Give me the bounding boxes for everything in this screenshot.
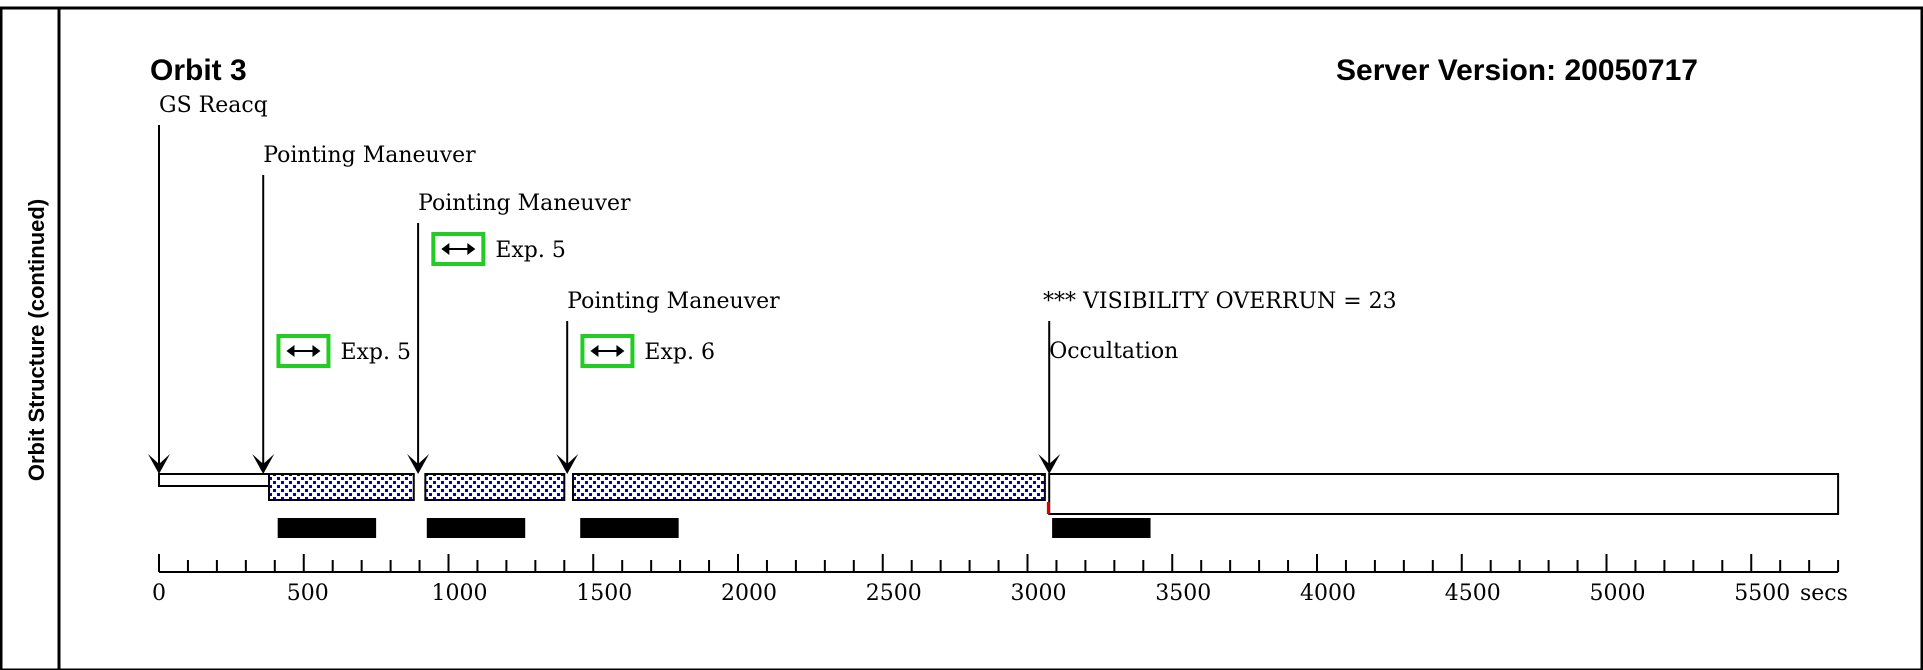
axis-tick-label: 3500 xyxy=(1155,581,1211,606)
event-arrow-icon xyxy=(252,454,275,474)
event-label: GS Reacq xyxy=(159,93,268,118)
axis-tick-label: 2500 xyxy=(866,581,922,606)
outer-border xyxy=(0,6,1923,670)
exposure-label: Exp. 6 xyxy=(644,340,715,365)
timeline-dotted-segment xyxy=(424,473,566,501)
timeline-dotted-segment xyxy=(571,473,1046,501)
event-label: Occultation xyxy=(1049,339,1178,364)
event-arrow-icon xyxy=(556,454,579,474)
visibility-overrun-warning: *** VISIBILITY OVERRUN = 23 xyxy=(1043,289,1397,314)
orbit-title: Orbit 3 xyxy=(150,54,247,87)
axis-tick-label: 0 xyxy=(152,581,166,606)
left-arrow-icon xyxy=(590,345,599,357)
axis-tick-label: 5500 xyxy=(1734,581,1790,606)
black-bar xyxy=(277,518,377,538)
timeline-white-segment xyxy=(1048,473,1840,515)
event-label: Pointing Maneuver xyxy=(567,289,780,314)
axis-tick-label: 5000 xyxy=(1590,581,1646,606)
left-arrow-icon xyxy=(441,243,450,255)
server-version: Server Version: 20050717 xyxy=(1336,54,1698,87)
axis-tick-label: 4000 xyxy=(1300,581,1356,606)
right-arrow-icon xyxy=(312,345,321,357)
axis-tick-label: 2000 xyxy=(721,581,777,606)
events-layer: GS Reacq Pointing Maneuver Pointing Maneuv… xyxy=(148,93,1178,474)
left-arrow-icon xyxy=(286,345,295,357)
overrun-marker xyxy=(1046,502,1050,514)
event-arrow-icon xyxy=(148,454,170,474)
event-label: Pointing Maneuver xyxy=(418,191,631,216)
right-arrow-icon xyxy=(616,345,625,357)
black-bar xyxy=(426,518,526,538)
exposure-label: Exp. 5 xyxy=(495,238,566,263)
axis-tick-label: 1500 xyxy=(576,581,632,606)
side-title: Orbit Structure (continued) xyxy=(24,199,49,481)
axis-tick-label: 3000 xyxy=(1011,581,1067,606)
axis-tick-label: 1000 xyxy=(432,581,488,606)
timeline-layer xyxy=(158,473,1840,538)
event-arrow-icon xyxy=(1038,454,1061,474)
black-bar xyxy=(580,518,679,538)
axis-unit-label: secs xyxy=(1800,581,1848,606)
axis-tick-label: 500 xyxy=(287,581,329,606)
event-arrow-icon xyxy=(407,454,430,474)
event-label: Pointing Maneuver xyxy=(263,143,476,168)
timeline-dotted-segment xyxy=(268,473,415,501)
axis-tick-label: 4500 xyxy=(1445,581,1501,606)
exposures-layer: Exp. 5 Exp. 5 Exp. 6 xyxy=(276,232,715,368)
axis-layer: 0 500 1000 1500 2000 2500 3000 3500 4000 4500 5000… xyxy=(152,554,1848,606)
black-bar xyxy=(1052,518,1151,538)
right-arrow-icon xyxy=(467,243,476,255)
timeline-white-segment xyxy=(158,473,271,487)
exposure-label: Exp. 5 xyxy=(340,340,411,365)
